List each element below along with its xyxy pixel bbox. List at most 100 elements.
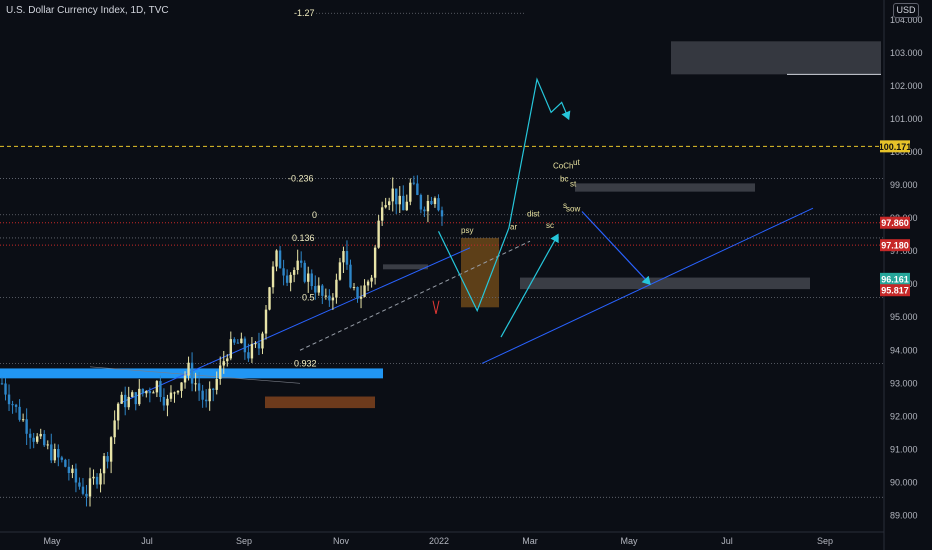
y-tick-label: 89.000 <box>890 510 918 520</box>
candle-body <box>71 468 74 474</box>
candle-body <box>57 449 60 458</box>
candle-body <box>85 493 88 497</box>
candle-body <box>131 392 134 397</box>
wyckoff-label-ar: ar <box>510 223 517 232</box>
candle-body <box>321 285 324 296</box>
x-tick-label: May <box>620 536 638 546</box>
candle-body <box>92 476 95 479</box>
y-tick-label: 101.000 <box>890 114 923 124</box>
candle-body <box>289 274 292 283</box>
candle-body <box>384 205 387 208</box>
x-tick-label: Jul <box>141 536 153 546</box>
candle-body <box>226 358 229 362</box>
y-tick-label: 103.000 <box>890 48 923 58</box>
candle-body <box>127 396 130 408</box>
demand-zone <box>265 396 375 409</box>
candle-body <box>388 201 391 206</box>
candle-body <box>398 195 401 205</box>
candle-body <box>423 209 426 212</box>
candle-body <box>99 473 102 485</box>
candle-body <box>338 262 342 280</box>
candle-body <box>377 220 380 248</box>
price-badge-text: 96.161 <box>881 274 909 284</box>
candle-body <box>53 449 56 461</box>
candle-body <box>275 250 278 267</box>
wyckoff-label-ut: ut <box>573 158 580 167</box>
y-tick-label: 90.000 <box>890 477 918 487</box>
candle-body <box>247 352 250 359</box>
price-badge <box>880 239 910 252</box>
y-tick-label: 99.000 <box>890 180 918 190</box>
candle-body <box>285 275 289 283</box>
candle-body <box>46 444 49 446</box>
candle-body <box>14 404 18 407</box>
fib-label: 0 <box>312 210 317 220</box>
candle-body <box>138 388 141 405</box>
candle-body <box>433 198 437 205</box>
x-tick-label: Sep <box>817 536 833 546</box>
candle-body <box>74 468 78 483</box>
candle-body <box>395 188 398 205</box>
candle-body <box>380 207 384 221</box>
candle-body <box>300 260 303 263</box>
candle-body <box>430 200 433 205</box>
candle-body <box>345 251 349 265</box>
candle-body <box>363 285 366 297</box>
fib-label: -1.27 <box>294 8 315 18</box>
candle-body <box>25 419 28 434</box>
candle-body <box>32 437 35 442</box>
candle-body <box>310 273 313 287</box>
candle-body <box>4 383 7 395</box>
candle-body <box>356 287 359 299</box>
candle-body <box>120 394 123 404</box>
x-tick-label: 2022 <box>429 536 449 546</box>
candle-body <box>194 383 197 385</box>
faint-trend <box>89 366 301 384</box>
price-badge-text: 97.180 <box>881 241 909 251</box>
candle-body <box>412 182 416 184</box>
candle-body <box>402 195 405 211</box>
candle-body <box>278 250 282 269</box>
y-tick-label: 92.000 <box>890 411 918 421</box>
candle-body <box>359 296 363 299</box>
price-badge <box>880 216 910 229</box>
price-badge-text: 97.860 <box>881 218 909 228</box>
wyckoff-label-psy: psy <box>461 226 473 235</box>
candle-body <box>190 362 194 384</box>
candle-body <box>7 394 11 405</box>
candle-body <box>243 338 247 353</box>
price-badge <box>880 272 910 285</box>
candle-body <box>405 201 408 211</box>
candle-body <box>292 269 296 275</box>
candle-body <box>222 361 225 366</box>
time-axis[interactable]: May Jul Sep Nov 2022 Mar May Jul Sep <box>43 536 833 546</box>
candle-body <box>257 343 261 349</box>
candle-body <box>134 392 137 405</box>
candle-body <box>328 295 331 301</box>
wyckoff-label-bc: bc <box>560 175 568 184</box>
x-tick-label: Nov <box>333 536 350 546</box>
candle-body <box>116 403 120 421</box>
fib-label: -0.236 <box>288 173 314 183</box>
candle-body <box>240 338 243 344</box>
candle-body <box>36 436 39 442</box>
fib-label: 0.5 <box>302 292 315 302</box>
y-tick-label: 93.000 <box>890 378 918 388</box>
price-badge-text: 95.817 <box>881 286 909 296</box>
candle-body <box>426 200 430 212</box>
projection-path <box>437 77 571 313</box>
currency-badge[interactable]: USD <box>893 3 919 18</box>
candle-body <box>78 482 81 487</box>
candle-body <box>204 399 208 402</box>
candle-body <box>145 390 148 394</box>
y-tick-label: 104.000 <box>890 15 923 25</box>
candle-body <box>282 268 285 276</box>
dashed-trend <box>299 240 531 351</box>
candle-body <box>162 397 166 406</box>
down-arrow-icon <box>432 300 440 315</box>
candle-body <box>88 478 92 497</box>
y-tick-label: 102.000 <box>890 81 923 91</box>
candle-body <box>102 456 106 474</box>
candle-body <box>373 247 377 278</box>
